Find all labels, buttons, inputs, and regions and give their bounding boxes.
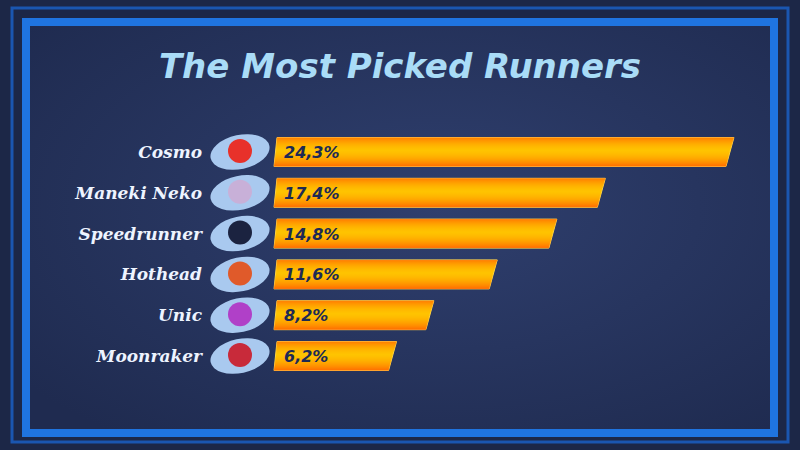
- bar: [274, 301, 434, 330]
- icon: [228, 343, 252, 367]
- category-label: Unic: [158, 305, 203, 325]
- bar-shade: [274, 260, 497, 289]
- category-label: Speedrunner: [79, 224, 204, 244]
- icon-backdrop: [207, 252, 273, 298]
- chart: The Most Picked Runners Cosmo 24,3% Maneki …: [0, 0, 800, 450]
- data-label: 11,6%: [284, 265, 340, 284]
- bar: [274, 260, 497, 289]
- icon-backdrop: [207, 211, 273, 257]
- icon: [228, 302, 252, 326]
- category-label: Hothead: [120, 264, 202, 284]
- data-label: 6,2%: [284, 347, 328, 366]
- data-label: 8,2%: [284, 306, 328, 325]
- bar-shade: [274, 178, 605, 207]
- icon: [228, 180, 252, 204]
- bar: [274, 138, 734, 167]
- category-label: Moonraker: [96, 346, 203, 366]
- bar-shade: [274, 342, 397, 371]
- icon-backdrop: [207, 292, 273, 338]
- frame: [26, 22, 774, 433]
- bar-shade: [274, 219, 557, 248]
- category-label: Cosmo: [138, 142, 202, 162]
- background: [0, 0, 800, 450]
- data-label: 14,8%: [284, 225, 340, 244]
- data-label: 24,3%: [284, 143, 340, 162]
- page: {"chart_data": {"type": "bar", "title": …: [0, 0, 800, 450]
- icon: [228, 221, 252, 245]
- bar: [274, 178, 605, 207]
- plot-area: [274, 138, 734, 371]
- category-label: Maneki Neko: [74, 183, 202, 203]
- title: The Most Picked Runners: [159, 46, 641, 86]
- outer-frame: [12, 8, 788, 442]
- bar-shade: [274, 138, 734, 167]
- icon: [228, 261, 252, 285]
- bar-shade: [274, 301, 434, 330]
- bar: [274, 342, 397, 371]
- panel: [26, 22, 774, 433]
- bar: [274, 219, 557, 248]
- icon-backdrop: [207, 129, 273, 175]
- icon-backdrop: [207, 333, 273, 379]
- icon-backdrop: [207, 170, 273, 216]
- data-label: 17,4%: [284, 184, 340, 203]
- icon: [228, 139, 252, 163]
